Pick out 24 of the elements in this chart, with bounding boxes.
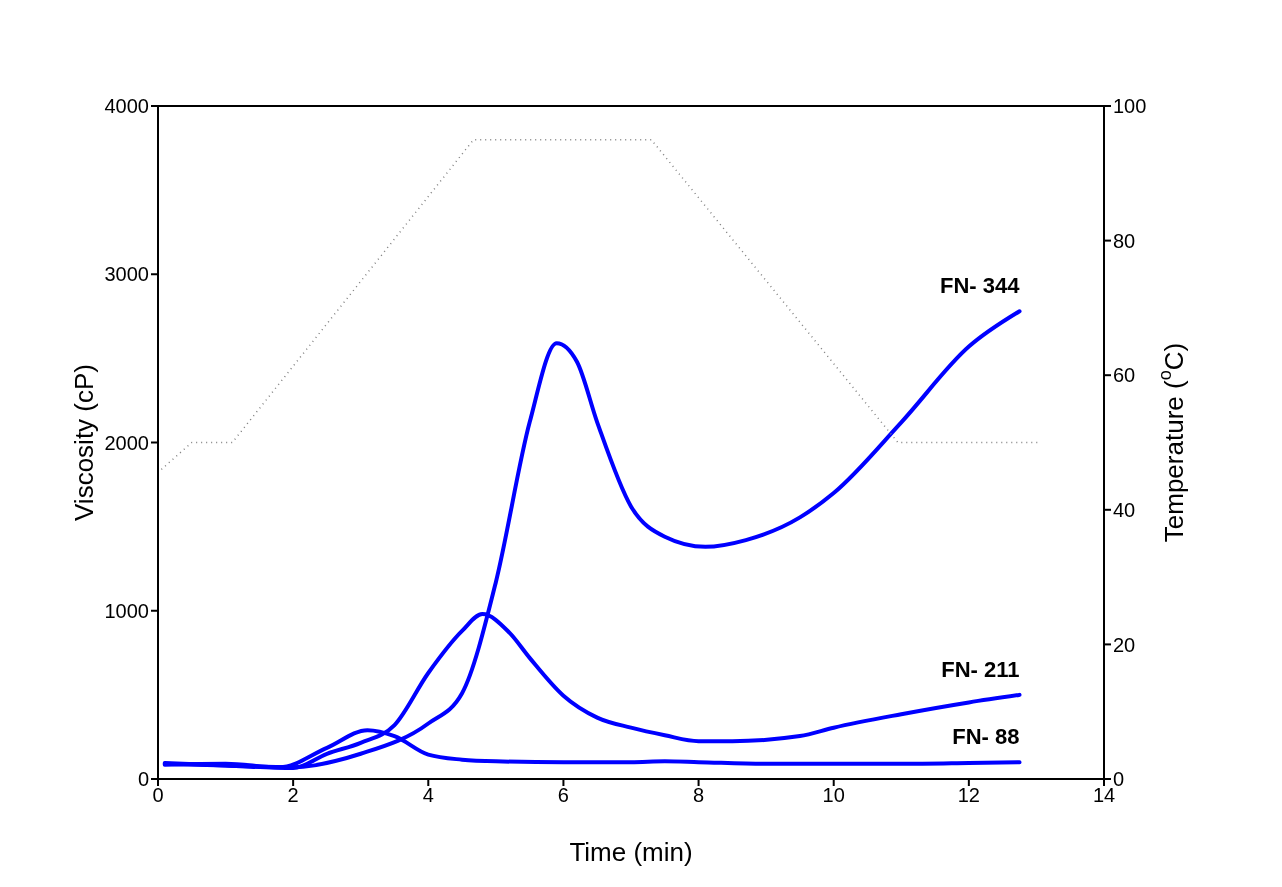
y-tick-label: 0: [137, 768, 149, 791]
series-label: FN- 88: [952, 724, 1020, 750]
y-tick-label: 4000: [104, 95, 149, 118]
y-tick-label: 3000: [104, 263, 149, 286]
x-tick-label: 6: [557, 784, 569, 807]
x-tick-label: 4: [422, 784, 434, 807]
x-tick-label: 8: [693, 784, 705, 807]
y2-tick-label: 60: [1113, 364, 1136, 387]
y2-tick-label: 20: [1113, 633, 1136, 656]
x-tick-label: 12: [957, 784, 980, 807]
y2-tick-label: 40: [1113, 498, 1136, 521]
y-tick-label: 1000: [104, 599, 149, 622]
y-axis-title: Viscosity (cP): [68, 364, 99, 521]
x-tick-label: 2: [287, 784, 299, 807]
x-axis-title: Time (min): [569, 837, 693, 867]
y-tick-label: 2000: [104, 431, 149, 454]
series-label: FN- 344: [940, 273, 1021, 299]
x-tick-label: 0: [152, 784, 164, 807]
y2-tick-label: 80: [1113, 229, 1136, 252]
y2-tick-label: 100: [1113, 95, 1147, 118]
y2-tick-label: 0: [1113, 768, 1125, 791]
x-tick-label: 14: [1092, 784, 1116, 807]
x-tick-label: 10: [822, 784, 845, 807]
series-label: FN- 211: [941, 656, 1020, 682]
